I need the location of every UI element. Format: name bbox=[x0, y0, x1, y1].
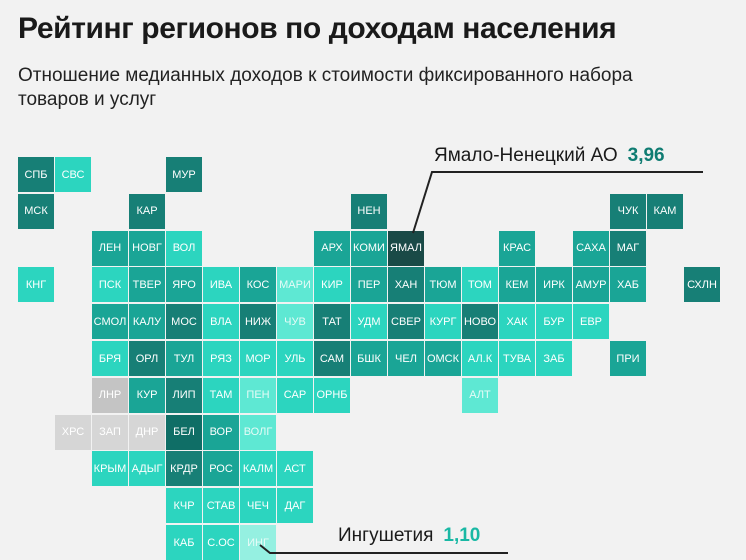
region-tile-саха: САХА bbox=[573, 230, 609, 266]
region-tile-яро: ЯРО bbox=[166, 267, 202, 303]
region-tile-аст: АСТ bbox=[277, 451, 313, 487]
region-tile-кам: КАМ bbox=[647, 193, 683, 229]
region-tile-днр: ДНР bbox=[129, 414, 165, 450]
region-tile-чук: ЧУК bbox=[610, 193, 646, 229]
region-tile-мск: МСК bbox=[18, 193, 54, 229]
region-tile-мос: МОС bbox=[166, 304, 202, 340]
region-tile-хрс: ХРС bbox=[55, 414, 91, 450]
region-tile-крдр: КРДР bbox=[166, 451, 202, 487]
region-tile-бря: БРЯ bbox=[92, 341, 128, 376]
region-tile-сар: САР bbox=[277, 377, 313, 413]
region-tile-кнг: КНГ bbox=[18, 267, 54, 303]
region-tile-ирк: ИРК bbox=[536, 267, 572, 303]
callout-yamal: Ямало-Ненецкий АО 3,96 bbox=[434, 145, 665, 167]
region-tile-ал.к: АЛ.К bbox=[462, 341, 498, 376]
region-tile-тува: ТУВА bbox=[499, 341, 535, 376]
region-tile-амур: АМУР bbox=[573, 267, 609, 303]
region-tile-тат: ТАТ bbox=[314, 304, 350, 340]
region-tile-рос: РОС bbox=[203, 451, 239, 487]
region-tile-пер: ПЕР bbox=[351, 267, 387, 303]
region-tile-хак: ХАК bbox=[499, 304, 535, 340]
region-tile-вор: ВОР bbox=[203, 414, 239, 450]
region-tile-тул: ТУЛ bbox=[166, 341, 202, 376]
region-tile-зап: ЗАП bbox=[92, 414, 128, 450]
region-tile-свер: СВЕР bbox=[388, 304, 424, 340]
region-tile-мор: МОР bbox=[240, 341, 276, 376]
region-tile-ново: НОВО bbox=[462, 304, 498, 340]
region-tile-тюм: ТЮМ bbox=[425, 267, 461, 303]
region-tile-мари: МАРИ bbox=[277, 267, 313, 303]
region-tile-спб: СПБ bbox=[18, 157, 54, 192]
region-tile-кос: КОС bbox=[240, 267, 276, 303]
region-tile-кур: КУР bbox=[129, 377, 165, 413]
region-tile-лен: ЛЕН bbox=[92, 230, 128, 266]
region-tile-сам: САМ bbox=[314, 341, 350, 376]
chart-title: Рейтинг регионов по доходам населения bbox=[18, 12, 617, 45]
region-tile-став: СТАВ bbox=[203, 488, 239, 524]
region-tile-крым: КРЫМ bbox=[92, 451, 128, 487]
callout-yamal-value: 3,96 bbox=[627, 145, 665, 166]
callout-ingush: Ингушетия 1,10 bbox=[338, 525, 480, 547]
region-tile-адыг: АДЫГ bbox=[129, 451, 165, 487]
region-tile-ниж: НИЖ bbox=[240, 304, 276, 340]
region-tile-новг: НОВГ bbox=[129, 230, 165, 266]
region-tile-инг: ИНГ bbox=[240, 525, 276, 560]
region-tile-кчр: КЧР bbox=[166, 488, 202, 524]
region-tile-нен: НЕН bbox=[351, 193, 387, 229]
region-tile-там: ТАМ bbox=[203, 377, 239, 413]
callout-ingush-value: 1,10 bbox=[443, 525, 481, 546]
region-tile-с.ос: С.ОС bbox=[203, 525, 239, 560]
region-tile-твер: ТВЕР bbox=[129, 267, 165, 303]
region-tile-маг: МАГ bbox=[610, 230, 646, 266]
region-tile-бур: БУР bbox=[536, 304, 572, 340]
region-tile-коми: КОМИ bbox=[351, 230, 387, 266]
region-tile-алт: АЛТ bbox=[462, 377, 498, 413]
region-tile-кир: КИР bbox=[314, 267, 350, 303]
region-tile-лнр: ЛНР bbox=[92, 377, 128, 413]
region-tile-том: ТОМ bbox=[462, 267, 498, 303]
region-tile-кург: КУРГ bbox=[425, 304, 461, 340]
region-tile-хаб: ХАБ bbox=[610, 267, 646, 303]
region-tile-омск: ОМСК bbox=[425, 341, 461, 376]
chart-subtitle: Отношение медианных доходов к стоимости … bbox=[18, 65, 633, 110]
region-tile-ряз: РЯЗ bbox=[203, 341, 239, 376]
region-tile-при: ПРИ bbox=[610, 341, 646, 376]
region-tile-смол: СМОЛ bbox=[92, 304, 128, 340]
region-tile-даг: ДАГ bbox=[277, 488, 313, 524]
region-tile-чел: ЧЕЛ bbox=[388, 341, 424, 376]
region-tile-удм: УДМ bbox=[351, 304, 387, 340]
region-tile-бшк: БШК bbox=[351, 341, 387, 376]
region-tile-пен: ПЕН bbox=[240, 377, 276, 413]
region-tile-кем: КЕМ bbox=[499, 267, 535, 303]
region-tile-кар: КАР bbox=[129, 193, 165, 229]
region-tile-крас: КРАС bbox=[499, 230, 535, 266]
region-tile-хан: ХАН bbox=[388, 267, 424, 303]
region-tile-ямал: ЯМАЛ bbox=[388, 230, 424, 266]
region-tile-евр: ЕВР bbox=[573, 304, 609, 340]
region-tile-уль: УЛЬ bbox=[277, 341, 313, 376]
region-tile-бел: БЕЛ bbox=[166, 414, 202, 450]
region-tile-орл: ОРЛ bbox=[129, 341, 165, 376]
callout-ingush-region: Ингушетия bbox=[338, 525, 434, 546]
region-tile-мур: МУР bbox=[166, 157, 202, 192]
region-tile-вла: ВЛА bbox=[203, 304, 239, 340]
region-tile-вол: ВОЛ bbox=[166, 230, 202, 266]
region-tile-свс: СВС bbox=[55, 157, 91, 192]
region-tile-схлн: СХЛН bbox=[684, 267, 720, 303]
region-tile-калм: КАЛМ bbox=[240, 451, 276, 487]
callout-yamal-region: Ямало-Ненецкий АО bbox=[434, 145, 618, 166]
region-tile-ива: ИВА bbox=[203, 267, 239, 303]
region-tile-лип: ЛИП bbox=[166, 377, 202, 413]
region-tile-чув: ЧУВ bbox=[277, 304, 313, 340]
region-tile-волг: ВОЛГ bbox=[240, 414, 276, 450]
region-tile-заб: ЗАБ bbox=[536, 341, 572, 376]
region-tile-пск: ПСК bbox=[92, 267, 128, 303]
region-tile-каб: КАБ bbox=[166, 525, 202, 560]
region-tile-калу: КАЛУ bbox=[129, 304, 165, 340]
region-tile-орнб: ОРНБ bbox=[314, 377, 350, 413]
region-tile-чеч: ЧЕЧ bbox=[240, 488, 276, 524]
region-tile-арх: АРХ bbox=[314, 230, 350, 266]
